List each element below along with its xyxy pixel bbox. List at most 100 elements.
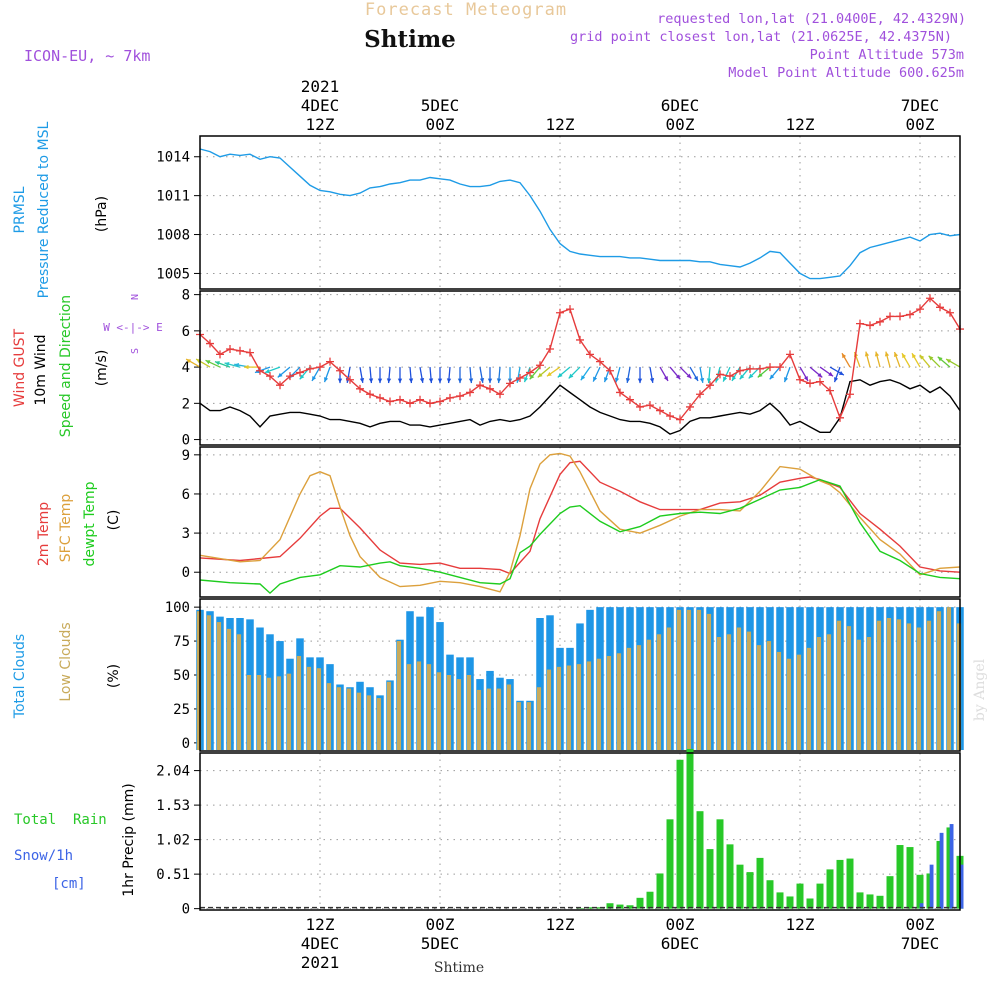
cloud-axis-labels: Total Clouds Low Clouds (%): [12, 622, 122, 719]
low-cloud-bar: [316, 668, 322, 750]
bottom-time-label: 12Z: [306, 915, 335, 934]
low-cloud-bar: [356, 692, 362, 750]
wind-arrow-head: [784, 377, 789, 383]
gust-marker: [656, 406, 664, 415]
gust-marker: [816, 377, 824, 386]
low-cloud-bar: [916, 627, 922, 750]
low-cloud-bar: [226, 628, 232, 750]
low-cloud-bar: [426, 664, 432, 750]
low-cloud-bar: [206, 615, 212, 750]
panel-precipitation: 0 0.51 1.02 1.53 2.04: [156, 748, 964, 918]
gust-marker: [266, 372, 274, 381]
rain-bar: [716, 819, 724, 909]
point-altitude: Point Altitude 573m: [810, 47, 964, 63]
gust-marker: [886, 312, 894, 321]
y-tick-label: 1011: [156, 189, 190, 205]
top-time-label: 7DEC: [901, 96, 940, 115]
wind-arrow-head: [428, 378, 434, 384]
wind-arrow-head: [312, 375, 317, 381]
sfc-label: SFC Temp: [58, 494, 74, 563]
gust-marker: [456, 392, 464, 401]
rain-bar: [786, 896, 794, 909]
gust-marker: [236, 346, 244, 355]
y-tick-label: 1014: [156, 150, 190, 166]
low-cloud-bar: [946, 607, 952, 750]
top-time-label: 2021: [301, 77, 340, 96]
gust-marker: [866, 321, 874, 330]
rain-bar: [686, 748, 694, 909]
y-tick-label: 2: [182, 396, 190, 412]
low-cloud-bar: [386, 681, 392, 750]
low-cloud-bar: [626, 647, 632, 750]
wind-arrow-head: [663, 375, 668, 381]
wind-arrow-head: [686, 373, 692, 379]
gust-marker: [686, 402, 694, 411]
gust-marker: [256, 366, 264, 375]
gust-marker: [636, 402, 644, 411]
top-time-label: 6DEC: [661, 96, 700, 115]
low-cloud-bar: [546, 669, 552, 750]
wind-arrow-head: [359, 378, 365, 383]
gust-marker: [726, 372, 734, 381]
gust-marker: [446, 393, 454, 402]
wind-arrow-head: [324, 377, 329, 383]
low-cloud-bar: [806, 647, 812, 750]
wind-arrow-head: [699, 378, 705, 383]
wind-arrow-head: [874, 351, 880, 357]
rain-bar: [606, 903, 614, 909]
wind-axis-labels: Wind GUST 10m Wind Speed and Direction (…: [12, 294, 163, 437]
low-cloud-bar: [926, 620, 932, 750]
bottom-time-label: 7DEC: [901, 934, 940, 953]
rain-bar: [916, 874, 924, 909]
rain-bar: [666, 819, 674, 909]
low-cloud-bar: [506, 684, 512, 750]
rain-bar: [886, 876, 894, 909]
top-time-label: 12Z: [546, 115, 575, 134]
low-cloud-bar: [786, 658, 792, 750]
low-cloud-bar: [696, 609, 702, 750]
gust-marker: [306, 364, 314, 373]
prmsl-label: PRMSL: [12, 186, 28, 233]
top-time-label: 12Z: [786, 115, 815, 134]
low-cloud-bar: [906, 623, 912, 750]
gust-marker: [846, 390, 854, 399]
low-cloud-bar: [896, 619, 902, 750]
gust-marker: [606, 366, 614, 375]
dewpt-label: dewpt Temp: [82, 481, 98, 566]
wind-arrow-head: [186, 359, 192, 364]
gust-marker: [696, 390, 704, 399]
low-cloud-bar: [776, 651, 782, 750]
gust-marker: [366, 390, 374, 399]
y-tick-label: 3: [182, 526, 190, 542]
low-cloud-bar: [796, 654, 802, 750]
wind-arrow-head: [732, 375, 737, 381]
rain-bar: [816, 883, 824, 909]
series-10m-wind: [199, 379, 961, 435]
wind-dir-label: Speed and Direction: [58, 295, 74, 437]
y-tick-label: 0: [182, 433, 190, 449]
low-cloud-bar: [756, 645, 762, 750]
low-cloud-bar: [336, 687, 342, 750]
gust-marker: [826, 386, 834, 395]
low-cloud-bar: [276, 676, 282, 750]
location-title: Shtime: [364, 26, 456, 53]
low-cloud-bar: [496, 688, 502, 750]
low-cloud-bar: [936, 611, 942, 750]
low-cloud-bar: [456, 679, 462, 750]
low-cloud-bar: [886, 618, 892, 750]
low-cloud-bar: [676, 609, 682, 750]
rain-bar: [796, 883, 804, 909]
bottom-location: Shtime: [434, 960, 484, 976]
rain-bar: [776, 892, 784, 909]
low-cloud-bar: [856, 639, 862, 750]
y-tick-label: 75: [173, 634, 190, 650]
low-cloud-bar: [766, 641, 772, 750]
gust-marker: [506, 379, 514, 388]
model-altitude: Model Point Altitude 600.625m: [728, 65, 964, 81]
gust-marker: [476, 381, 484, 390]
bottom-time-label: 6DEC: [661, 934, 700, 953]
precip-unit: 1hr Precip (mm): [121, 783, 137, 896]
